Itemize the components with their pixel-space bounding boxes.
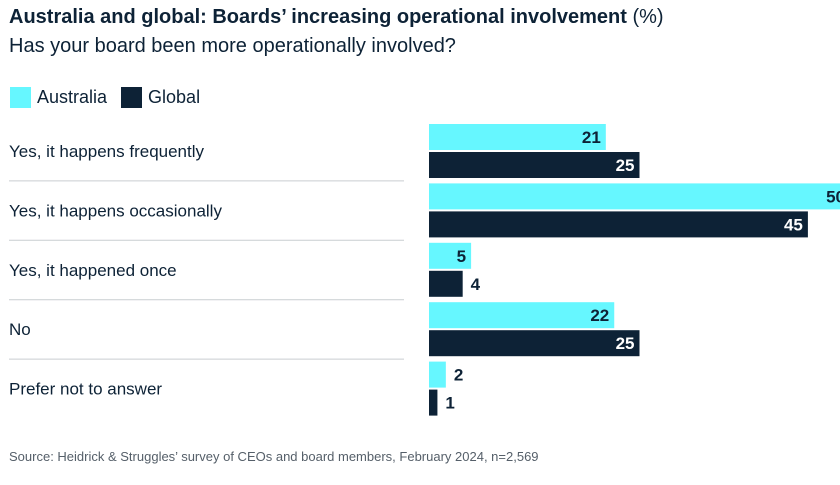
- data-label-global-once: 4: [471, 275, 481, 294]
- chart-title-unit: (%): [632, 6, 664, 28]
- legend-item-australia: Australia: [10, 87, 107, 108]
- data-label-global-occasionally: 45: [784, 215, 803, 234]
- data-label-australia-once: 5: [457, 247, 466, 266]
- category-label-frequently: Yes, it happens frequently: [9, 142, 205, 161]
- bar-australia-frequently: [429, 124, 606, 150]
- bar-australia-occasionally: [429, 183, 840, 210]
- bar-global-occasionally: [429, 211, 808, 238]
- bar-global-frequently: [429, 152, 640, 178]
- legend-label-global: Global: [148, 87, 201, 107]
- bar-global-no: [429, 330, 640, 357]
- bar-australia-prefer-not: [429, 361, 446, 388]
- legend-label-australia: Australia: [37, 87, 108, 107]
- chart-title-main: Australia and global: Boards’ increasing…: [9, 6, 627, 28]
- bar-australia-once: [429, 242, 472, 269]
- data-label-global-prefer-not: 1: [445, 394, 454, 413]
- legend-swatch-australia: [10, 87, 31, 108]
- chart-legend: Australia Global: [10, 87, 214, 108]
- chart-subtitle: Has your board been more operationally i…: [9, 35, 456, 57]
- data-label-global-no: 25: [616, 334, 635, 353]
- data-label-australia-occasionally: 50: [826, 187, 840, 206]
- category-label-prefer-not: Prefer not to answer: [9, 380, 162, 399]
- category-label-once: Yes, it happened once: [9, 261, 177, 280]
- category-label-occasionally: Yes, it happens occasionally: [9, 201, 222, 220]
- legend-item-global: Global: [121, 87, 200, 108]
- data-label-australia-prefer-not: 2: [454, 366, 463, 385]
- legend-swatch-global: [121, 87, 143, 108]
- data-label-australia-no: 22: [590, 306, 609, 325]
- data-label-australia-frequently: 21: [582, 128, 601, 147]
- chart-title: Australia and global: Boards’ increasing…: [9, 6, 664, 29]
- data-label-global-frequently: 25: [616, 156, 635, 175]
- source-note: Source: Heidrick & Struggles’ survey of …: [9, 449, 539, 464]
- bar-global-prefer-not: [429, 389, 438, 416]
- bar-australia-no: [429, 302, 615, 329]
- bar-global-once: [429, 270, 463, 297]
- category-label-no: No: [9, 320, 31, 339]
